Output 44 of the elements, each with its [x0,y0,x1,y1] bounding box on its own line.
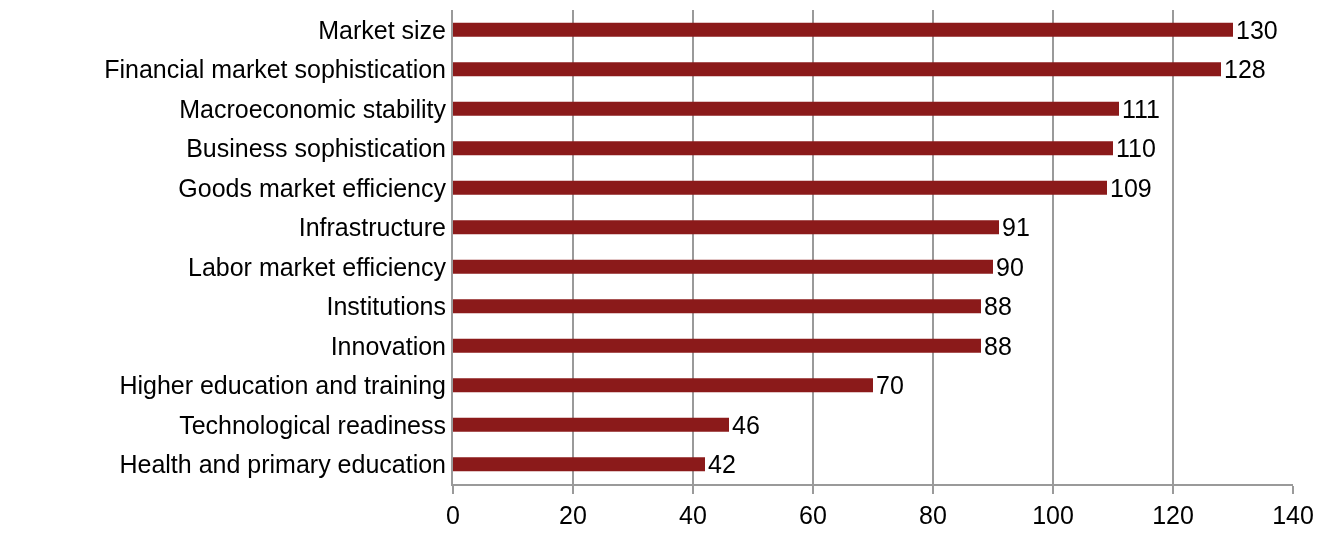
y-tick-label: Innovation [330,331,446,360]
y-tick-label: Goods market efficiency [178,173,447,202]
y-tick-label: Labor market efficiency [188,252,447,281]
x-tick-label: 60 [799,501,827,529]
bar [453,22,1233,37]
data-label: 110 [1116,134,1156,163]
data-label: 109 [1110,173,1152,202]
bar [453,338,981,353]
bar [453,259,993,274]
data-label: 46 [732,410,760,439]
x-tick-label: 40 [679,501,707,529]
x-tick-label: 140 [1272,501,1314,529]
y-tick-label: Technological readiness [179,410,446,439]
bar [453,101,1119,116]
bar [453,141,1113,156]
bar [453,457,705,472]
bar [453,62,1221,77]
y-tick-label: Financial market sophistication [104,55,446,83]
y-tick-label: Macroeconomic stability [179,94,447,123]
x-tick-label: 120 [1152,501,1194,529]
x-tick-label: 100 [1032,501,1074,529]
x-tick-label: 80 [919,501,947,529]
data-label: 91 [1002,213,1030,242]
y-tick-label: Market size [318,15,446,44]
y-tick-label: Higher education and training [119,371,446,399]
bar [453,299,981,314]
data-label: 88 [984,331,1012,360]
bar [453,180,1107,195]
data-label: 128 [1224,55,1266,84]
x-tick-label: 20 [559,501,587,529]
bar [453,378,873,393]
y-tick-label: Business sophistication [186,134,446,162]
data-label: 42 [708,450,736,479]
x-tick-label: 0 [446,501,460,529]
y-tick-label: Infrastructure [298,213,446,241]
data-label: 88 [984,292,1012,321]
y-tick-label: Institutions [326,292,446,320]
data-label: 111 [1122,94,1161,123]
y-tick-label: Health and primary education [119,450,446,478]
bar [453,220,999,235]
data-label: 90 [996,252,1024,281]
bar [453,417,729,432]
data-label: 130 [1236,15,1278,44]
data-label: 70 [876,371,904,400]
